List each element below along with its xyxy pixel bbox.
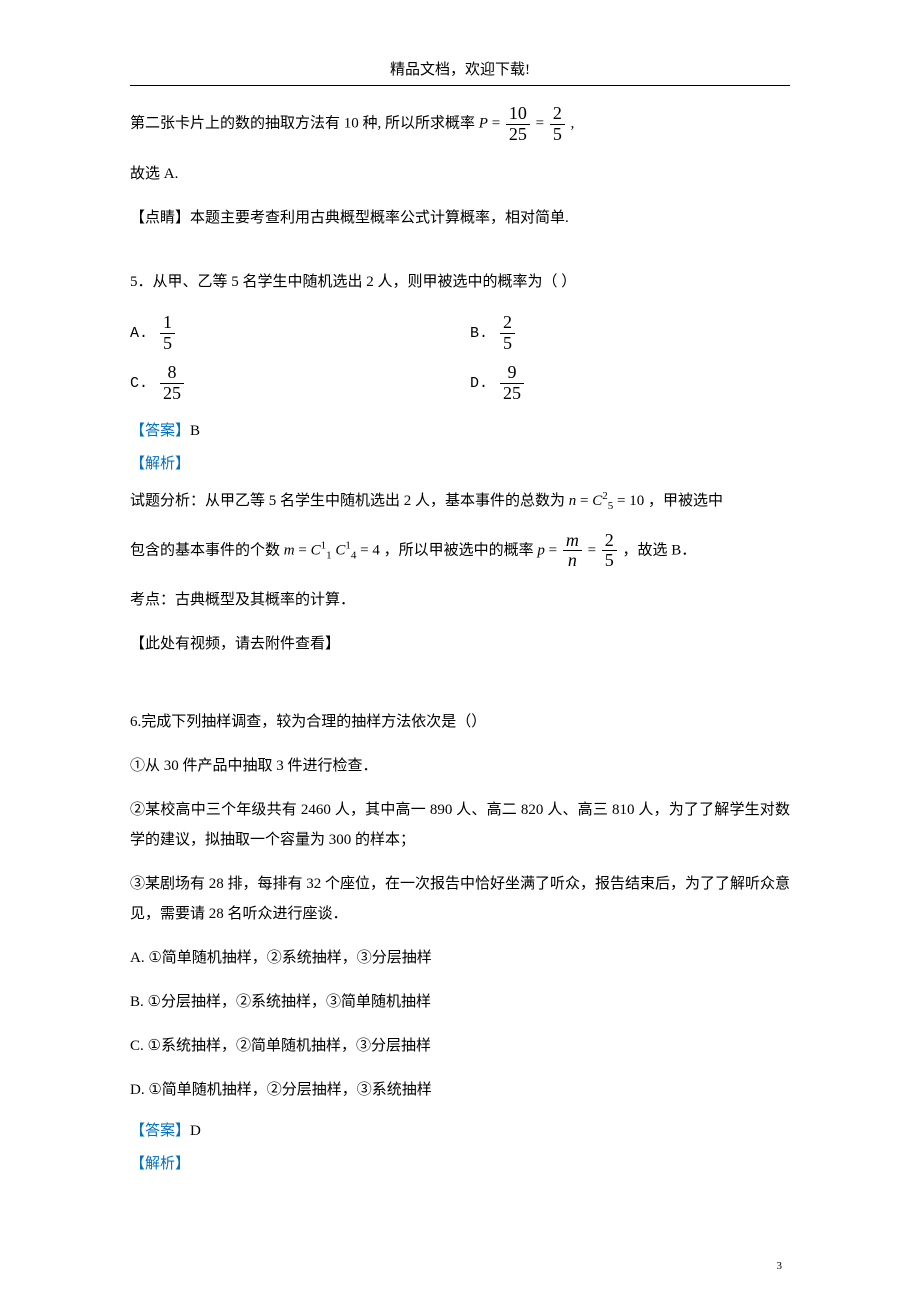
q5-option-b: B. 2 5 xyxy=(470,311,517,357)
q5-option-a: A. 1 5 xyxy=(130,311,470,357)
q5-d-num: 9 xyxy=(500,363,524,384)
q5-p: p xyxy=(537,542,545,558)
prev-eq1: = xyxy=(492,116,504,132)
q5-stem: 5．从甲、乙等 5 名学生中随机选出 2 人，则甲被选中的概率为（ ） xyxy=(130,267,790,297)
q6-answer-label: 【答案】 xyxy=(130,1123,190,1139)
q5-b-den: 5 xyxy=(500,334,515,354)
header-title: 精品文档，欢迎下载! xyxy=(130,58,790,79)
q5-ana-part2: ，甲被选中 xyxy=(648,493,723,509)
prev-line1: 第二张卡片上的数的抽取方法有 10 种, 所以所求概率 P = 10 25 = … xyxy=(130,104,790,145)
q5-analysis-line2: 包含的基本事件的个数 m = C11 C14 = 4 ，所以甲被选中的概率 p … xyxy=(130,531,790,572)
q6-jiexi-line: 【解析】 xyxy=(130,1152,790,1173)
q6-option-d: D. ①简单随机抽样，②分层抽样，③系统抽样 xyxy=(130,1075,790,1105)
q5-ana-part3-suffix: ，故选 B． xyxy=(623,542,697,558)
q5-c-label: C. xyxy=(130,369,148,399)
q6-jiexi-label: 【解析】 xyxy=(130,1156,190,1172)
q5-n-C: C xyxy=(592,493,602,509)
q5-p-eq: = xyxy=(549,542,561,558)
q5-a-frac: 1 5 xyxy=(160,313,175,354)
q5-jiexi-line: 【解析】 xyxy=(130,452,790,473)
q5-answer-line: 【答案】B xyxy=(130,419,790,440)
q5-ana-part1: 试题分析：从甲乙等 5 名学生中随机选出 2 人，基本事件的总数为 xyxy=(130,493,569,509)
q5-p-frac1-den: n xyxy=(563,551,582,571)
q6-answer-line: 【答案】D xyxy=(130,1119,790,1140)
q5-options-row2: C. 8 25 D. 9 25 xyxy=(130,361,790,407)
q5-option-d: D. 9 25 xyxy=(470,361,526,407)
q5-n-val: = 10 xyxy=(617,493,644,509)
q6-option-b: B. ①分层抽样，②系统抽样，③简单随机抽样 xyxy=(130,987,790,1017)
header-rule xyxy=(130,85,790,86)
q5-m-val: = 4 xyxy=(360,542,380,558)
q6-item3: ③某剧场有 28 排，每排有 32 个座位，在一次报告中恰好坐满了听众，报告结束… xyxy=(130,869,790,929)
prev-frac1-den: 25 xyxy=(506,125,530,145)
q5-jiexi-label: 【解析】 xyxy=(130,456,190,472)
q5-analysis-line1: 试题分析：从甲乙等 5 名学生中随机选出 2 人，基本事件的总数为 n = C2… xyxy=(130,485,790,517)
q5-p-frac2-num: 2 xyxy=(602,531,617,552)
q5-c-den: 25 xyxy=(160,384,184,404)
prev-dianjing: 【点睛】本题主要考查利用古典概型概率公式计算概率，相对简单. xyxy=(130,203,790,233)
q5-n-eq: = xyxy=(580,493,592,509)
q5-m-C1sub: 1 xyxy=(326,549,332,561)
q5-m-eq: = xyxy=(298,542,310,558)
q6-option-a: A. ①简单随机抽样，②系统抽样，③分层抽样 xyxy=(130,943,790,973)
prev-P: P xyxy=(479,116,488,132)
prev-frac2-num: 2 xyxy=(550,104,565,125)
prev-line2: 故选 A. xyxy=(130,159,790,189)
q5-b-label: B. xyxy=(470,319,488,349)
q5-m-C1: C xyxy=(311,542,321,558)
prev-frac2: 2 5 xyxy=(550,104,565,145)
q5-n: n xyxy=(569,493,577,509)
q5-p-frac1: m n xyxy=(563,531,582,572)
q5-c-num: 8 xyxy=(160,363,184,384)
q5-answer: B xyxy=(190,423,200,439)
q5-c-frac: 8 25 xyxy=(160,363,184,404)
q5-m-C2: C xyxy=(335,542,345,558)
q6-stem: 6.完成下列抽样调查，较为合理的抽样方法依次是（） xyxy=(130,707,790,737)
q5-video-note: 【此处有视频，请去附件查看】 xyxy=(130,629,790,659)
prev-line1-suffix: , xyxy=(571,116,575,132)
q6-item2: ②某校高中三个年级共有 2460 人，其中高一 890 人、高二 820 人、高… xyxy=(130,795,790,855)
q5-answer-label: 【答案】 xyxy=(130,423,190,439)
q5-p-frac2-den: 5 xyxy=(602,551,617,571)
prev-frac1: 10 25 xyxy=(506,104,530,145)
q5-ana-part3-prefix: 包含的基本事件的个数 xyxy=(130,542,284,558)
prev-eq2: = xyxy=(536,116,548,132)
q6-answer: D xyxy=(190,1123,201,1139)
q5-b-frac: 2 5 xyxy=(500,313,515,354)
q5-d-den: 25 xyxy=(500,384,524,404)
q5-d-label: D. xyxy=(470,369,488,399)
q5-p-eq2: = xyxy=(588,542,600,558)
q5-m-C2sub: 4 xyxy=(351,549,357,561)
q5-kaodian: 考点：古典概型及其概率的计算． xyxy=(130,585,790,615)
q5-p-frac1-num: m xyxy=(563,531,582,552)
q5-a-den: 5 xyxy=(160,334,175,354)
q5-p-frac2: 2 5 xyxy=(602,531,617,572)
prev-line1-prefix: 第二张卡片上的数的抽取方法有 10 种, 所以所求概率 xyxy=(130,116,479,132)
q5-m: m xyxy=(284,542,295,558)
q5-b-num: 2 xyxy=(500,313,515,334)
q5-option-c: C. 8 25 xyxy=(130,361,470,407)
q5-ana-part3-mid: ，所以甲被选中的概率 xyxy=(384,542,538,558)
page-number: 3 xyxy=(777,1260,783,1272)
q6-item1: ①从 30 件产品中抽取 3 件进行检查． xyxy=(130,751,790,781)
q5-d-frac: 9 25 xyxy=(500,363,524,404)
prev-frac1-num: 10 xyxy=(506,104,530,125)
prev-frac2-den: 5 xyxy=(550,125,565,145)
q5-options-row1: A. 1 5 B. 2 5 xyxy=(130,311,790,357)
q5-n-sub: 5 xyxy=(608,500,614,512)
q5-a-num: 1 xyxy=(160,313,175,334)
page: 精品文档，欢迎下载! 第二张卡片上的数的抽取方法有 10 种, 所以所求概率 P… xyxy=(0,0,920,1302)
q5-a-label: A. xyxy=(130,319,148,349)
q6-option-c: C. ①系统抽样，②简单随机抽样，③分层抽样 xyxy=(130,1031,790,1061)
